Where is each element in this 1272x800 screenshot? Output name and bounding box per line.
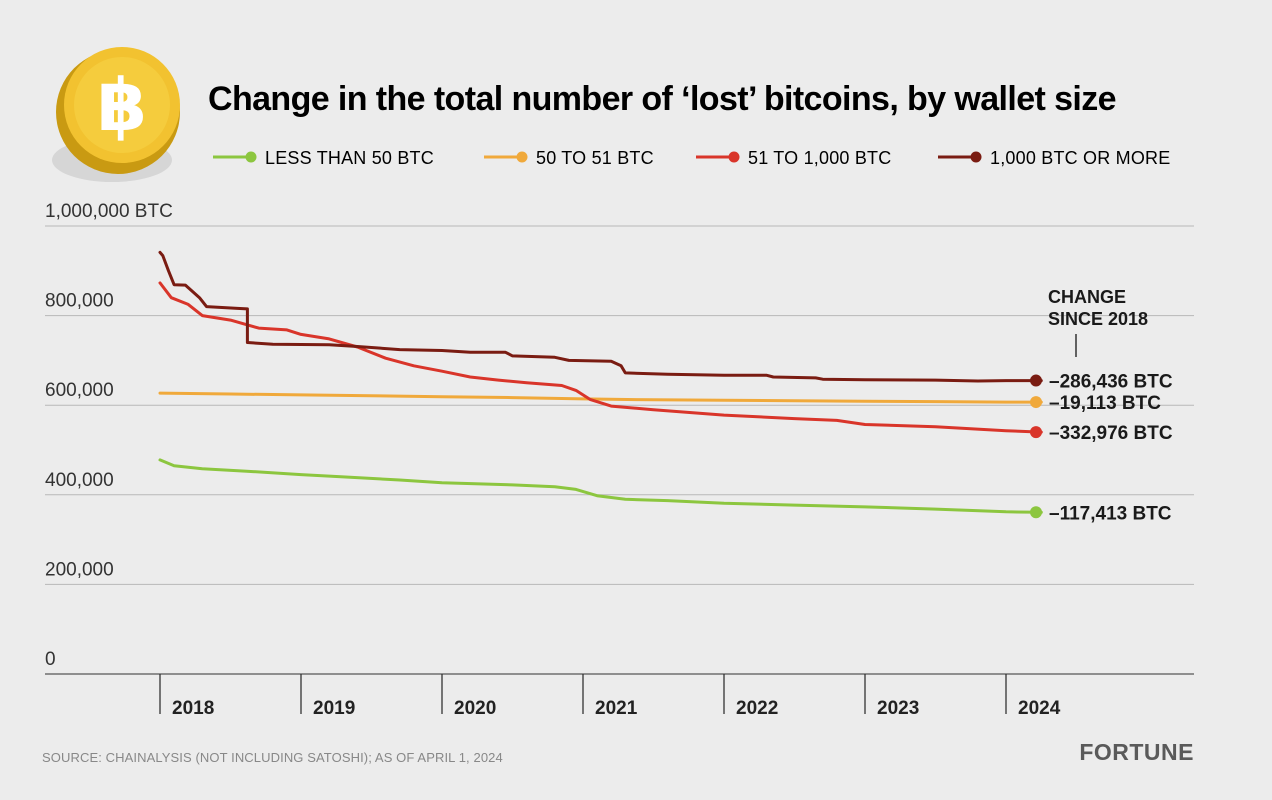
series-change-label: –117,413 BTC <box>1049 503 1172 524</box>
series-change-label: –19,113 BTC <box>1049 393 1161 414</box>
chart-title: Change in the total number of ‘lost’ bit… <box>208 80 1116 118</box>
legend-item-label: 51 TO 1,000 BTC <box>748 148 891 168</box>
series-line <box>158 458 1043 514</box>
x-tick-label: 2018 <box>172 698 214 719</box>
x-axis: 2018 2019 2020 2021 2022 2023 2024 <box>159 674 1061 719</box>
y-tick-label: 600,000 <box>45 380 114 401</box>
legend-swatch-dot <box>970 151 982 163</box>
x-tick-label: 2021 <box>595 698 638 719</box>
grid <box>45 225 1194 675</box>
series-line <box>158 250 1043 383</box>
y-tick-label: 400,000 <box>45 470 114 491</box>
series-group <box>158 250 1043 519</box>
series-change-label: –332,976 BTC <box>1049 423 1173 444</box>
legend: LESS THAN 50 BTC 50 TO 51 BTC 51 TO 1,000 … <box>213 148 1170 168</box>
x-tick-label: 2019 <box>313 698 355 719</box>
x-tick-label: 2024 <box>1018 698 1061 719</box>
y-tick-label: 800,000 <box>45 291 114 312</box>
change-header: CHANGE SINCE 2018 <box>1048 287 1148 357</box>
series-end-marker <box>1030 506 1042 519</box>
y-axis: 1,000,000 BTC 800,000 600,000 400,000 200,00… <box>45 201 173 670</box>
series-line <box>158 391 1043 404</box>
series-change-label: –286,436 BTC <box>1049 372 1173 393</box>
x-tick-label: 2023 <box>877 698 919 719</box>
brand-logo: FORTUNE <box>1079 739 1194 765</box>
legend-swatch-dot <box>516 151 528 163</box>
y-tick-label: 0 <box>45 649 56 670</box>
bitcoin-coin-icon: ฿ <box>52 47 180 182</box>
end-labels: –117,413 BTC –19,113 BTC –332,976 BTC –286,… <box>1049 372 1173 525</box>
change-header-line1: CHANGE <box>1048 287 1126 307</box>
legend-swatch-dot <box>245 151 257 163</box>
x-tick-label: 2022 <box>736 698 778 719</box>
series-end-marker <box>1030 374 1042 387</box>
y-tick-label: 200,000 <box>45 559 114 580</box>
svg-text:฿: ฿ <box>97 63 147 147</box>
change-header-line2: SINCE 2018 <box>1048 309 1148 329</box>
legend-item-label: 1,000 BTC OR MORE <box>990 148 1170 168</box>
series-line <box>158 281 1043 434</box>
legend-swatch-dot <box>728 151 740 163</box>
source-note: SOURCE: CHAINALYSIS (NOT INCLUDING SATOS… <box>42 750 503 765</box>
x-tick-label: 2020 <box>454 698 496 719</box>
legend-item-label: LESS THAN 50 BTC <box>265 148 434 168</box>
legend-item-label: 50 TO 51 BTC <box>536 148 654 168</box>
y-tick-label: 1,000,000 BTC <box>45 201 173 222</box>
series-end-marker <box>1030 396 1042 409</box>
series-end-marker <box>1030 426 1042 439</box>
